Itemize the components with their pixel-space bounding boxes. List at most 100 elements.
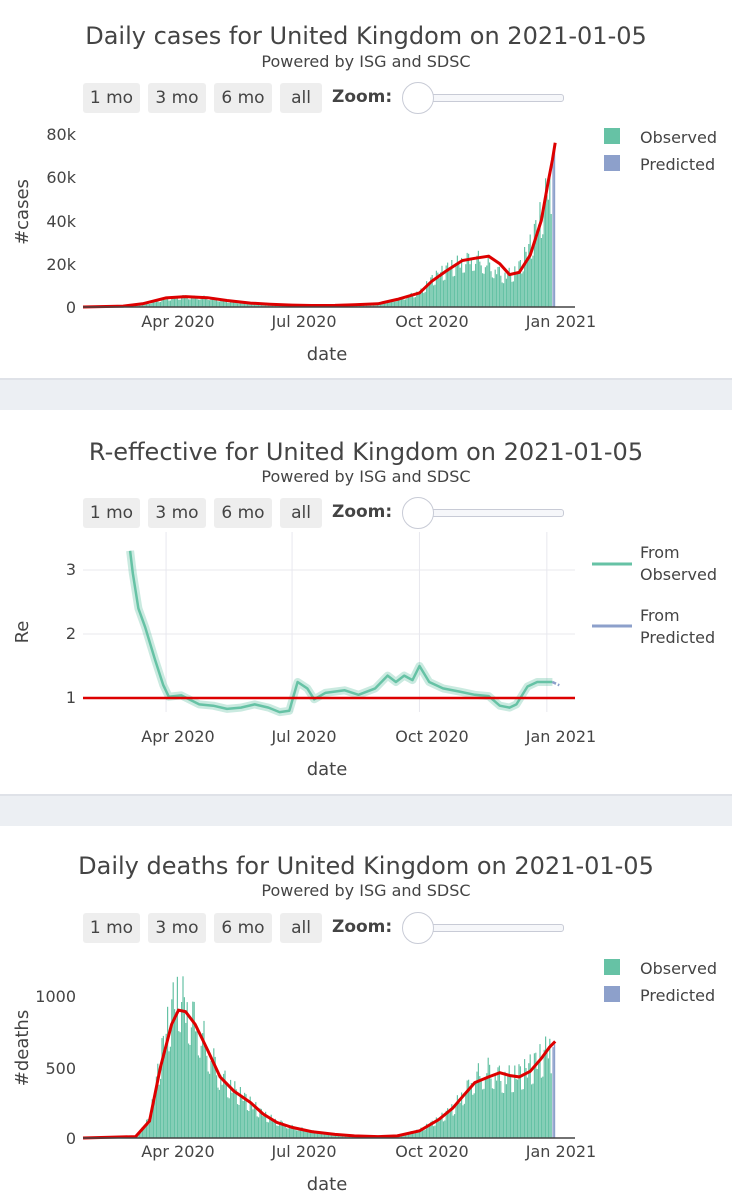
zoom-slider-knob[interactable] (402, 912, 434, 944)
range-3mo-button[interactable]: 3 mo (148, 83, 206, 113)
cases-observed-bar (547, 199, 549, 307)
cases-observed-bar (428, 284, 430, 307)
deaths-observed-bar (213, 1048, 215, 1138)
cases-observed-bar (535, 220, 537, 307)
cases-observed-bar (224, 299, 226, 307)
range-1mo-button[interactable]: 1 mo (83, 498, 140, 528)
deaths-observed-bar (402, 1134, 404, 1138)
zoom-slider-knob[interactable] (402, 497, 434, 529)
deaths-observed-bar (504, 1071, 506, 1138)
range-3mo-button[interactable]: 3 mo (148, 913, 206, 943)
deaths-observed-bar (153, 1097, 155, 1138)
cases-observed-bar (489, 262, 491, 307)
deaths-observed-bar (256, 1116, 258, 1138)
deaths-observed-bar (309, 1131, 311, 1138)
cases-chart-title: Daily cases for United Kingdom on 2021-0… (85, 22, 647, 50)
deaths-observed-bar (511, 1092, 513, 1138)
cases-observed-bar (543, 198, 545, 307)
legend-observed-swatch[interactable] (604, 128, 620, 144)
r-y-tick-2: 2 (66, 624, 76, 643)
deaths-observed-bar (260, 1108, 262, 1138)
cases-observed-bar (483, 273, 485, 307)
deaths-observed-bar (210, 1060, 212, 1138)
cases-observed-bar (427, 284, 429, 307)
cases-observed-bar (526, 257, 528, 307)
cases-observed-bar (493, 278, 495, 307)
range-6mo-button[interactable]: 6 mo (214, 498, 272, 528)
deaths-observed-bar (447, 1108, 449, 1138)
legend-observed-swatch[interactable] (604, 959, 620, 975)
deaths-observed-bar (244, 1092, 246, 1138)
r-y-axis-label: Re (12, 621, 33, 644)
deaths-observed-bar (416, 1129, 418, 1138)
deaths-observed-bar (298, 1129, 300, 1138)
range-1mo-button[interactable]: 1 mo (83, 83, 140, 113)
cases-observed-bar (458, 262, 460, 307)
range-all-button[interactable]: all (280, 913, 322, 943)
deaths-observed-bar (329, 1134, 331, 1138)
cases-observed-bar (158, 302, 160, 307)
deaths-observed-bar (451, 1104, 453, 1138)
deaths-observed-bar (253, 1105, 255, 1138)
cases-observed-bar (171, 297, 173, 307)
cases-observed-bar (463, 272, 465, 307)
deaths-observed-bar (148, 1123, 150, 1138)
deaths-observed-bar (211, 1063, 213, 1138)
legend-observed-label[interactable]: Observed (640, 959, 717, 978)
legend-predicted-label[interactable]: Predicted (640, 155, 715, 174)
deaths-observed-bar (160, 1078, 162, 1138)
cases-observed-bar (256, 304, 258, 307)
panel-divider-1 (0, 378, 732, 410)
deaths-observed-bar (186, 1002, 188, 1138)
deaths-chart-subtitle: Powered by ISG and SDSC (261, 881, 471, 900)
legend-predicted-swatch[interactable] (604, 155, 620, 171)
cases-observed-bar (148, 304, 150, 307)
cases-observed-bar (246, 304, 248, 307)
cases-observed-bar (155, 300, 157, 307)
deaths-predicted-bar (552, 1047, 554, 1138)
cases-observed-bar (522, 271, 524, 307)
deaths-observed-bar (435, 1117, 437, 1138)
cases-observed-bar (498, 266, 500, 307)
deaths-observed-bar (273, 1121, 275, 1138)
cases-observed-bar (423, 293, 425, 307)
cases-observed-bar (410, 292, 412, 307)
legend-observed-label[interactable]: Observed (640, 128, 717, 147)
range-3mo-button[interactable]: 3 mo (148, 498, 206, 528)
deaths-observed-bar (403, 1134, 405, 1138)
legend-from-predicted-label[interactable]: From Predicted (640, 606, 715, 647)
deaths-observed-bar (536, 1069, 538, 1138)
deaths-observed-bar (496, 1080, 498, 1138)
range-all-button[interactable]: all (280, 83, 322, 113)
deaths-observed-bar (490, 1078, 492, 1138)
zoom-slider-knob[interactable] (402, 82, 434, 114)
range-6mo-button[interactable]: 6 mo (214, 83, 272, 113)
legend-from-observed-label[interactable]: From Observed (640, 543, 717, 584)
deaths-observed-bar (500, 1081, 502, 1138)
cases-chart: 0 20k 40k 60k 80k Apr 2020 Jul 2020 Oct … (12, 125, 717, 365)
range-6mo-button[interactable]: 6 mo (214, 913, 272, 943)
range-1mo-button[interactable]: 1 mo (83, 913, 140, 943)
cases-observed-bar (216, 300, 218, 307)
cases-observed-bar (204, 297, 206, 307)
cases-observed-bar (169, 300, 171, 307)
deaths-observed-bar (549, 1038, 551, 1138)
cases-observed-bar (203, 295, 205, 307)
cases-observed-bar (199, 299, 201, 307)
cases-observed-bar (456, 255, 458, 307)
deaths-observed-bar (412, 1132, 414, 1138)
deaths-observed-bar (221, 1084, 223, 1138)
deaths-observed-bar (248, 1111, 250, 1138)
cases-observed-bar (391, 300, 393, 307)
deaths-x-tick-jan: Jan 2021 (525, 1142, 596, 1161)
deaths-observed-bar (164, 1050, 166, 1138)
range-all-button[interactable]: all (280, 498, 322, 528)
deaths-observed-bar (550, 1073, 552, 1138)
deaths-observed-bar (225, 1085, 227, 1138)
legend-predicted-swatch[interactable] (604, 986, 620, 1002)
legend-predicted-label[interactable]: Predicted (640, 986, 715, 1005)
cases-observed-bar (496, 274, 498, 307)
zoom-label: Zoom: (332, 87, 393, 107)
cases-x-tick-jul: Jul 2020 (270, 312, 336, 331)
cases-y-tick-20k: 20k (46, 255, 76, 274)
